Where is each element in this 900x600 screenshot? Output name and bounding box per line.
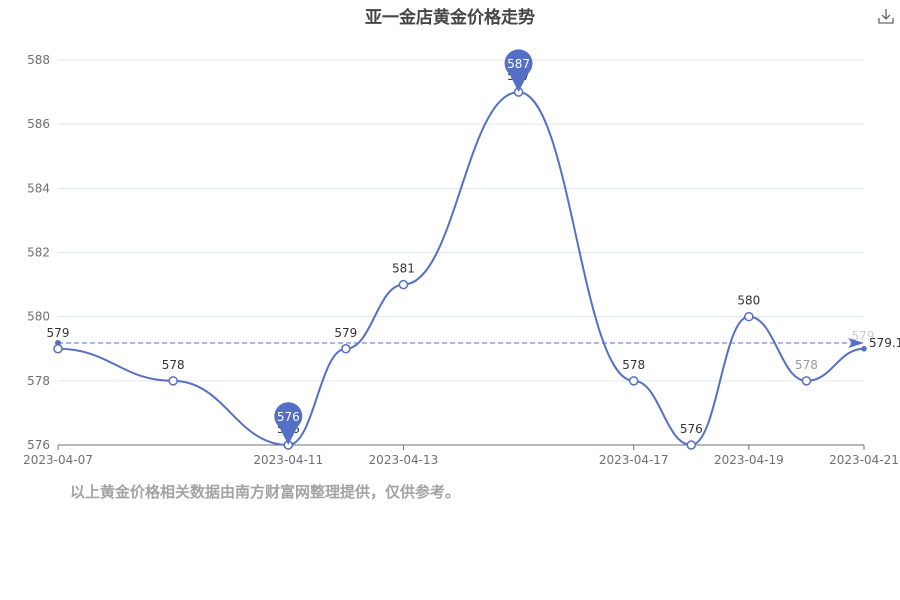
data-point[interactable] [341,344,351,354]
data-point[interactable] [744,311,754,322]
series-line [57,91,865,447]
data-label: 579 [334,326,357,340]
chart-title: 亚一金店黄金价格走势 [365,8,535,28]
data-label: 581 [392,262,415,276]
mark-line-arrow [848,337,864,348]
data-label: 580 [737,294,760,308]
download-icon[interactable] [876,6,896,26]
data-point[interactable] [801,376,812,386]
y-tick-label: 578 [27,374,50,388]
y-tick-label: 586 [27,117,50,131]
data-point[interactable] [686,440,697,450]
x-tick-label: 2023-04-13 [369,453,439,467]
x-tick-label: 2023-04-11 [253,453,323,467]
price-series [53,87,867,450]
data-label: 576 [680,422,703,436]
mark-point-pin[interactable] [504,49,533,93]
data-label: 578 [795,358,818,372]
axes: 576 578 580 582 584 586 588 2023-04-07 2023-04-1… [23,53,899,467]
data-label: 579 [47,326,70,340]
mark-line-label: 579.18 [869,336,900,350]
x-tick-label: 2023-04-19 [714,453,784,467]
data-point[interactable] [628,376,639,386]
footnote: 以上黄金价格相关数据由南方财富网整理提供，仅供参考。 [70,483,461,501]
mark-point-label: 587 [507,57,530,71]
x-tick-label: 2023-04-21 [829,453,899,467]
y-tick-label: 588 [27,53,50,67]
y-tick-label: 576 [27,438,50,452]
data-label: 578 [162,358,185,372]
data-label: 579 [852,329,875,343]
data-point[interactable] [398,279,409,290]
grid-lines [58,59,864,382]
y-tick-label: 584 [27,181,50,195]
data-point[interactable] [53,344,63,354]
data-point[interactable] [168,376,178,386]
x-tick-label: 2023-04-07 [23,453,93,467]
data-label: 578 [622,358,645,372]
y-tick-label: 580 [27,310,50,324]
mark-point-label: 576 [277,410,300,424]
mark-points: 587 576 [274,49,533,445]
y-tick-label: 582 [27,246,50,260]
x-tick-label: 2023-04-17 [599,453,669,467]
data-point[interactable] [861,346,867,352]
mark-point-pin[interactable] [274,402,303,445]
average-mark-line: 579.18 [55,336,900,350]
